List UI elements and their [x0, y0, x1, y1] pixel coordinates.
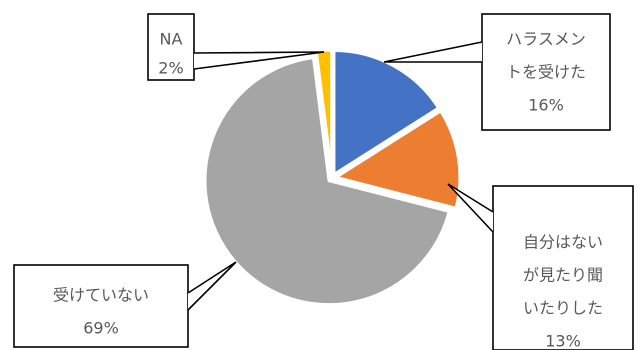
slice-percent-label: 2%: [158, 59, 183, 78]
slice-category-label: トを受けた: [506, 63, 586, 82]
callout-label: NA 2%: [147, 13, 325, 81]
callout-leader: [383, 41, 483, 63]
pie-slice: [332, 48, 441, 176]
callout-box: [481, 13, 611, 131]
callout-leader: [193, 51, 325, 70]
callout-leader: [187, 261, 237, 311]
callout-box: [492, 185, 634, 350]
slice-category-label: ハラスメン: [506, 30, 586, 49]
slice-category-label: NA: [160, 30, 183, 49]
pie-slices: [203, 48, 462, 307]
slice-percent-label: 69%: [83, 319, 119, 338]
slice-category-label: いたりした: [523, 299, 603, 318]
pie-slice: [334, 109, 462, 210]
callout-box: [13, 264, 189, 348]
slice-percent-label: 13%: [545, 332, 581, 350]
slice-category-label: 受けていない: [53, 286, 149, 305]
slice-category-label: が見たり聞: [523, 266, 603, 285]
slice-category-label: 自分はない: [523, 233, 603, 252]
pie-slice: [314, 48, 334, 176]
slice-percent-label: 16%: [528, 96, 564, 115]
callout-box: [147, 13, 195, 81]
callout-leader: [447, 183, 494, 233]
callout-label: 受けていない 69%: [13, 261, 237, 348]
